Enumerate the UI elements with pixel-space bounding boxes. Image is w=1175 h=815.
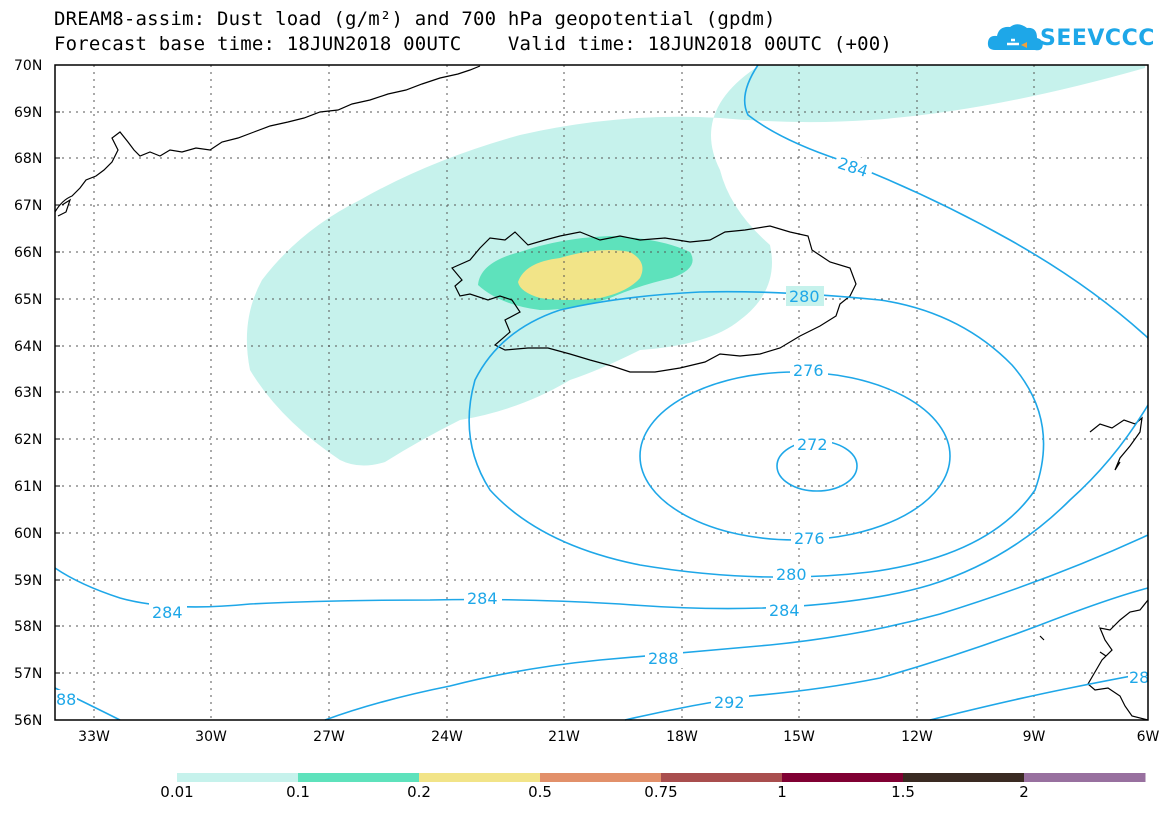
colorbar-swatch — [1024, 773, 1146, 782]
lon-label: 6W — [1137, 729, 1160, 745]
colorbar-label: 2 — [1019, 783, 1029, 801]
contour-label: 276 — [794, 529, 825, 548]
lat-label: 65N — [14, 292, 42, 308]
contour-labels: 284 280 276 272 276 280 284 284 284 288 … — [55, 150, 1149, 712]
lat-label: 58N — [14, 619, 42, 635]
lon-label: 21W — [548, 729, 580, 745]
contour-label: 284 — [467, 589, 498, 608]
lat-axis — [55, 64, 60, 721]
colorbar-label: 0.1 — [286, 783, 310, 801]
contour-296 — [929, 672, 1149, 721]
colorbar-swatch — [661, 773, 783, 782]
lon-label: 30W — [195, 729, 227, 745]
lon-label: 12W — [901, 729, 933, 745]
contour-label: 284 — [835, 153, 870, 181]
lon-label: 33W — [78, 729, 110, 745]
lat-label: 63N — [14, 385, 42, 401]
colorbar-swatch — [540, 773, 662, 782]
contour-label: 276 — [793, 361, 824, 380]
dust-area-low — [246, 65, 1145, 466]
contour-284-north — [743, 64, 1149, 339]
contour-284-south — [54, 404, 1149, 610]
lon-label: 9W — [1023, 729, 1046, 745]
contour-label: 280 — [776, 565, 807, 584]
map-subtitle: Forecast base time: 18JUN2018 00UTC Vali… — [54, 33, 893, 55]
lat-label: 62N — [14, 432, 42, 448]
contour-label: 280 — [789, 287, 820, 306]
lat-label: 59N — [14, 573, 42, 589]
lat-label: 68N — [14, 151, 42, 167]
lat-label: 66N — [14, 245, 42, 261]
colorbar-swatch — [903, 773, 1025, 782]
colorbar-swatch — [419, 773, 541, 782]
lat-label: 64N — [14, 339, 42, 355]
contour-label: 284 — [152, 603, 183, 622]
lat-label: 57N — [14, 666, 42, 682]
lat-label: 60N — [14, 526, 42, 542]
grid-lines — [55, 65, 1148, 720]
contour-276 — [639, 371, 951, 541]
lon-label: 24W — [431, 729, 463, 745]
contour-label: 88 — [56, 690, 76, 709]
contour-label: 28 — [1129, 668, 1149, 687]
map-title: DREAM8-assim: Dust load (g/m²) and 700 h… — [54, 8, 776, 30]
colorbar-swatch — [177, 773, 299, 782]
contour-label: 292 — [714, 693, 745, 712]
colorbar-label: 0.2 — [407, 783, 431, 801]
lat-label: 70N — [14, 58, 42, 74]
lat-labels: 70N 69N 68N 67N 66N 65N 64N 63N 62N 61N … — [14, 58, 42, 729]
lat-label: 69N — [14, 105, 42, 121]
colorbar — [177, 773, 1146, 782]
lon-label: 27W — [313, 729, 345, 745]
colorbar-label: 0.5 — [528, 783, 552, 801]
contour-label: 272 — [797, 435, 828, 454]
contour-label: 284 — [769, 601, 800, 620]
colorbar-label: 1 — [777, 783, 787, 801]
lon-label: 15W — [783, 729, 815, 745]
lat-label: 56N — [14, 713, 42, 729]
lon-label: 18W — [666, 729, 698, 745]
colorbar-swatch — [298, 773, 420, 782]
logo-text: SEEVCCC — [1040, 26, 1155, 51]
lat-label: 61N — [14, 479, 42, 495]
colorbar-label: 0.75 — [644, 783, 678, 801]
colorbar-label: 0.01 — [160, 783, 194, 801]
lon-labels: 33W 30W 27W 24W 21W 18W 15W 12W 9W 6W — [78, 729, 1159, 745]
dust-area-high — [518, 250, 643, 300]
contour-label: 288 — [648, 649, 679, 668]
lat-label: 67N — [14, 198, 42, 214]
coastlines — [54, 65, 1149, 721]
colorbar-label: 1.5 — [891, 783, 915, 801]
cloud-logo-icon — [987, 24, 1043, 51]
colorbar-swatch — [782, 773, 904, 782]
